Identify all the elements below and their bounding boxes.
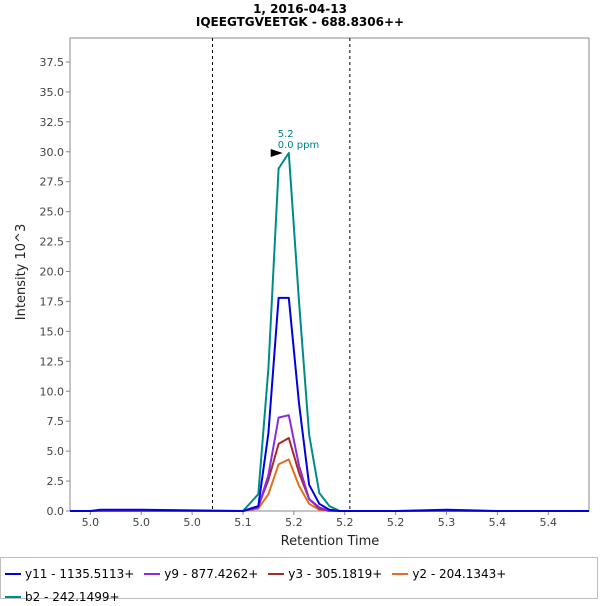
chart-title: 1, 2016-04-13 bbox=[253, 2, 347, 16]
peak-boundaries bbox=[211, 38, 351, 511]
y-tick-label: 5.0 bbox=[47, 445, 65, 458]
y-tick-label: 2.5 bbox=[47, 475, 65, 488]
legend-swatch bbox=[5, 596, 21, 598]
plot-area bbox=[69, 37, 590, 512]
legend-label: y9 - 877.4262+ bbox=[164, 567, 259, 581]
y-tick-label: 17.5 bbox=[40, 295, 65, 308]
y-tick-label: 30.0 bbox=[40, 146, 65, 159]
peak-arrow-icon bbox=[270, 148, 283, 157]
y-tick-label: 0.0 bbox=[47, 505, 65, 518]
peak-annotation: 5.2 0.0 ppm bbox=[270, 129, 320, 157]
y-tick-label: 22.5 bbox=[40, 236, 65, 249]
x-tick-label: 5.1 bbox=[234, 516, 252, 529]
y-tick-label: 10.0 bbox=[40, 385, 65, 398]
series-line bbox=[70, 437, 589, 512]
chromatogram-chart: 1, 2016-04-13 IQEEGTGVEETGK - 688.8306++… bbox=[14, 2, 590, 549]
legend-label: y11 - 1135.5113+ bbox=[25, 567, 135, 581]
y-axis-label: Intensity 10^3 bbox=[14, 224, 29, 320]
series-lines bbox=[70, 152, 589, 512]
y-tick-label: 25.0 bbox=[40, 206, 65, 219]
series-line bbox=[70, 458, 589, 512]
y-tick-label: 7.5 bbox=[47, 415, 65, 428]
chart-subtitle: IQEEGTGVEETGK - 688.8306++ bbox=[196, 15, 404, 29]
series-line bbox=[70, 296, 589, 512]
x-tick-label: 5.2 bbox=[285, 516, 303, 529]
legend-item: b2 - 242.1499+ bbox=[5, 588, 120, 606]
y-tick-label: 27.5 bbox=[40, 176, 65, 189]
x-tick-label: 5.4 bbox=[540, 516, 558, 529]
legend-swatch bbox=[392, 573, 409, 575]
y-tick-label: 12.5 bbox=[40, 355, 65, 368]
chart-legend: y11 - 1135.5113+ y9 - 877.4262+ y3 - 305.1… bbox=[0, 557, 598, 604]
y-tick-label: 37.5 bbox=[40, 56, 65, 69]
annotation-rt: 5.2 bbox=[278, 129, 294, 140]
series-line bbox=[70, 152, 589, 512]
x-tick-label: 5.0 bbox=[132, 516, 150, 529]
x-tick-label: 5.0 bbox=[82, 516, 100, 529]
legend-item: y11 - 1135.5113+ bbox=[5, 565, 134, 583]
legend-item: y3 - 305.1819+ bbox=[268, 565, 382, 583]
annotation-ppm: 0.0 ppm bbox=[278, 140, 320, 151]
y-tick-label: 35.0 bbox=[40, 86, 65, 99]
y-tick-label: 20.0 bbox=[40, 266, 65, 279]
legend-label: y3 - 305.1819+ bbox=[288, 567, 383, 581]
x-tick-label: 5.3 bbox=[438, 516, 456, 529]
x-tick-label: 5.4 bbox=[489, 516, 507, 529]
x-tick-label: 5.2 bbox=[387, 516, 405, 529]
x-axis-label: Retention Time bbox=[281, 534, 380, 549]
series-line bbox=[70, 414, 589, 512]
axis-ticks: 0.0 2.5 5.0 7.5 10.0 12.5 15.0 17.5 20.0 22.5 25.0… bbox=[40, 56, 558, 529]
x-tick-label: 5.0 bbox=[183, 516, 201, 529]
legend-item: y2 - 204.1343+ bbox=[392, 565, 506, 583]
legend-swatch bbox=[144, 573, 161, 575]
x-tick-label: 5.2 bbox=[336, 516, 354, 529]
legend-label: y2 - 204.1343+ bbox=[412, 567, 507, 581]
legend-label: b2 - 242.1499+ bbox=[25, 590, 120, 604]
legend-swatch bbox=[268, 573, 285, 575]
y-tick-label: 15.0 bbox=[40, 325, 65, 338]
y-tick-label: 32.5 bbox=[40, 116, 65, 129]
legend-swatch bbox=[5, 573, 21, 575]
legend-item: y9 - 877.4262+ bbox=[144, 565, 258, 583]
